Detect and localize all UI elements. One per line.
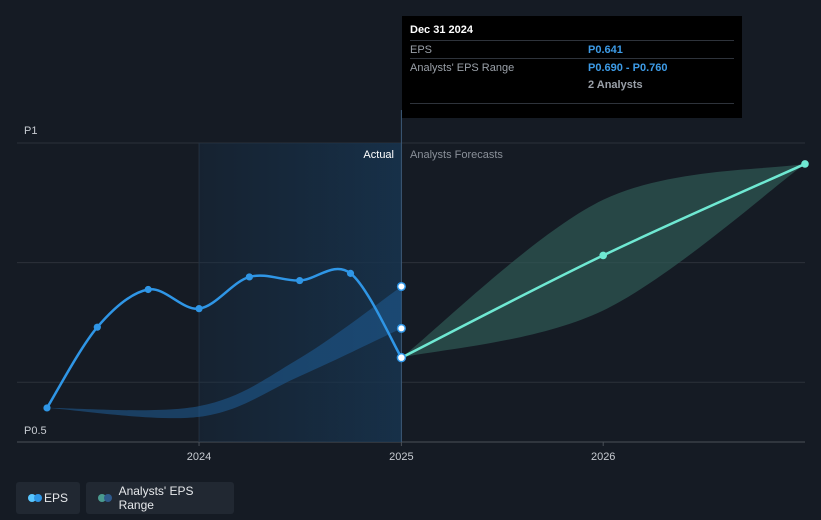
- tooltip-eps-value: P0.641: [588, 43, 623, 56]
- eps-legend-icon: [28, 493, 42, 503]
- forecast-label: Analysts Forecasts: [410, 149, 503, 161]
- axis-tick-labels: 2024 2025 2026 P1 P0.5: [24, 125, 615, 463]
- tooltip-range-row: Analysts' EPS Range P0.690 - P0.760: [410, 58, 734, 76]
- tooltip-eps-row: EPS P0.641: [410, 40, 734, 58]
- tooltip-range-value: P0.690 - P0.760: [588, 61, 668, 74]
- eps-point[interactable]: [195, 305, 203, 313]
- x-tick-label: 2025: [389, 451, 413, 463]
- tooltip-analysts: 2 Analysts: [588, 78, 643, 91]
- eps-range-point[interactable]: [396, 323, 406, 333]
- x-tick-label: 2024: [187, 451, 211, 463]
- tooltip-eps-label: EPS: [410, 43, 433, 56]
- eps-range-band-past: [47, 286, 402, 419]
- x-tick-label: 2026: [591, 451, 615, 463]
- legend-eps-label: EPS: [43, 491, 68, 505]
- eps-range-bands: [47, 163, 805, 419]
- eps-range-point[interactable]: [396, 281, 406, 292]
- legend-eps[interactable]: EPS: [16, 482, 80, 514]
- eps-chart: 2024 2025 2026 P1 P0.5 Actual Analysts Forec…: [17, 110, 809, 463]
- eps-point[interactable]: [93, 323, 101, 331]
- tooltip-date: Dec 31 2024: [410, 24, 473, 36]
- tooltip: Dec 31 2024 EPS P0.641 Analysts' EPS Ran…: [402, 16, 742, 118]
- eps-point[interactable]: [43, 404, 51, 412]
- eps-range-band-forecast: [401, 163, 805, 358]
- legend-range-label: Analysts' EPS Range: [118, 484, 194, 512]
- eps-point[interactable]: [296, 276, 304, 285]
- y-tick-label: P0.5: [24, 425, 47, 437]
- eps-point[interactable]: [245, 273, 253, 281]
- legend-eps-range[interactable]: Analysts' EPS Range: [86, 482, 234, 514]
- eps-points: [43, 160, 809, 412]
- eps-point[interactable]: [396, 352, 407, 363]
- eps-point[interactable]: [346, 269, 355, 277]
- eps-point[interactable]: [144, 285, 152, 294]
- forecast-point[interactable]: [801, 160, 809, 168]
- actual-region-highlight: [199, 143, 402, 442]
- tooltip-analysts-row: 2 Analysts: [410, 76, 734, 93]
- actual-label: Actual: [363, 149, 394, 161]
- tooltip-range-label: Analysts' EPS Range: [410, 61, 515, 74]
- y-tick-label: P1: [24, 125, 37, 137]
- eps-range-legend-icon: [98, 493, 113, 503]
- forecast-point[interactable]: [599, 251, 607, 260]
- tooltip-divider: [410, 103, 734, 104]
